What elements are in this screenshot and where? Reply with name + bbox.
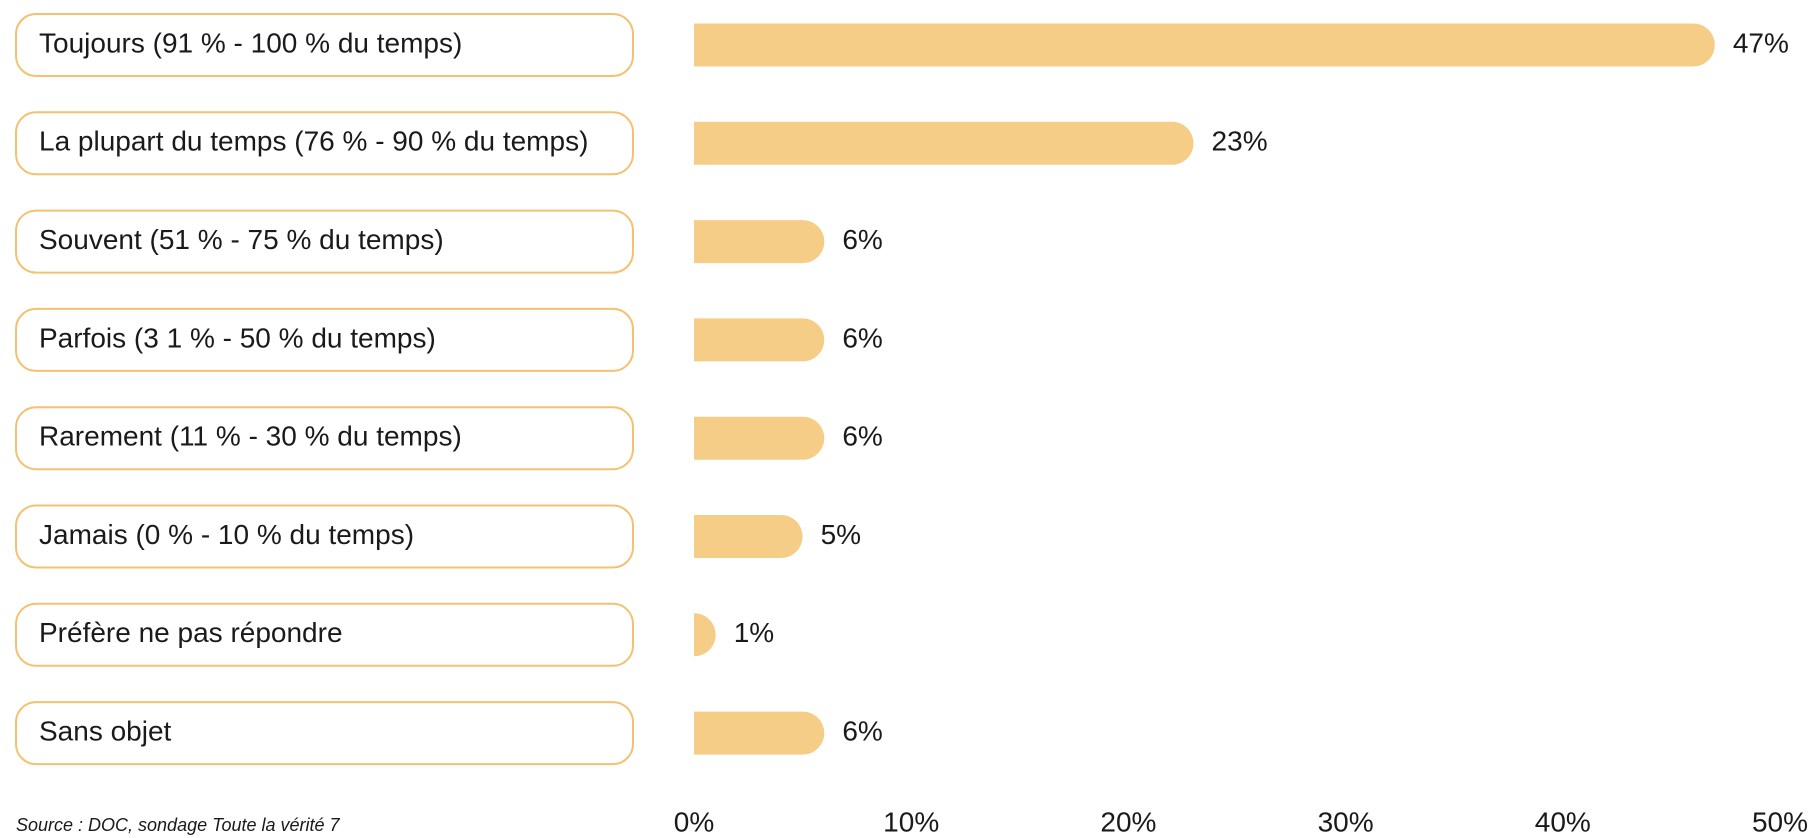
category-label: Souvent (51 % - 75 % du temps) [39, 224, 444, 255]
category-box [15, 307, 634, 372]
category-label: Rarement (11 % - 30 % du temps) [39, 421, 462, 452]
x-tick-label: 0% [674, 806, 714, 837]
bar [694, 613, 716, 657]
category-box [15, 406, 634, 471]
value-label: 1% [734, 617, 774, 648]
category-label: Préfère ne pas répondre [39, 617, 343, 648]
category-box [15, 13, 634, 77]
category-label: Sans objet [39, 715, 172, 746]
bar [694, 515, 803, 558]
category-box [15, 111, 634, 176]
bar [694, 711, 825, 755]
x-tick-label: 10% [883, 806, 939, 837]
source-note: Source : DOC, sondage Toute la vérité 7 [16, 815, 341, 835]
value-label: 6% [842, 421, 882, 452]
category-box [15, 209, 634, 274]
value-label: 5% [821, 519, 861, 550]
category-label: Toujours (91 % - 100 % du temps) [39, 27, 462, 58]
x-tick-label: 20% [1100, 806, 1156, 837]
category-label: Parfois (3 1 % - 50 % du temps) [39, 322, 436, 353]
bar [694, 121, 1194, 165]
value-label: 6% [842, 715, 882, 746]
value-label: 23% [1212, 126, 1268, 157]
value-label: 47% [1733, 27, 1789, 58]
bar [694, 416, 825, 460]
value-label: 6% [842, 224, 882, 255]
category-box [15, 504, 634, 569]
category-box [15, 701, 634, 766]
x-tick-label: 30% [1318, 806, 1374, 837]
x-tick-label: 40% [1535, 806, 1591, 837]
bar [694, 318, 825, 362]
value-label: 6% [842, 322, 882, 353]
bar [694, 23, 1715, 67]
category-label: La plupart du temps (76 % - 90 % du temp… [39, 126, 588, 157]
category-box [15, 602, 634, 667]
x-tick-label: 50% [1752, 806, 1808, 837]
bar [694, 220, 825, 264]
category-label: Jamais (0 % - 10 % du temps) [39, 519, 414, 550]
